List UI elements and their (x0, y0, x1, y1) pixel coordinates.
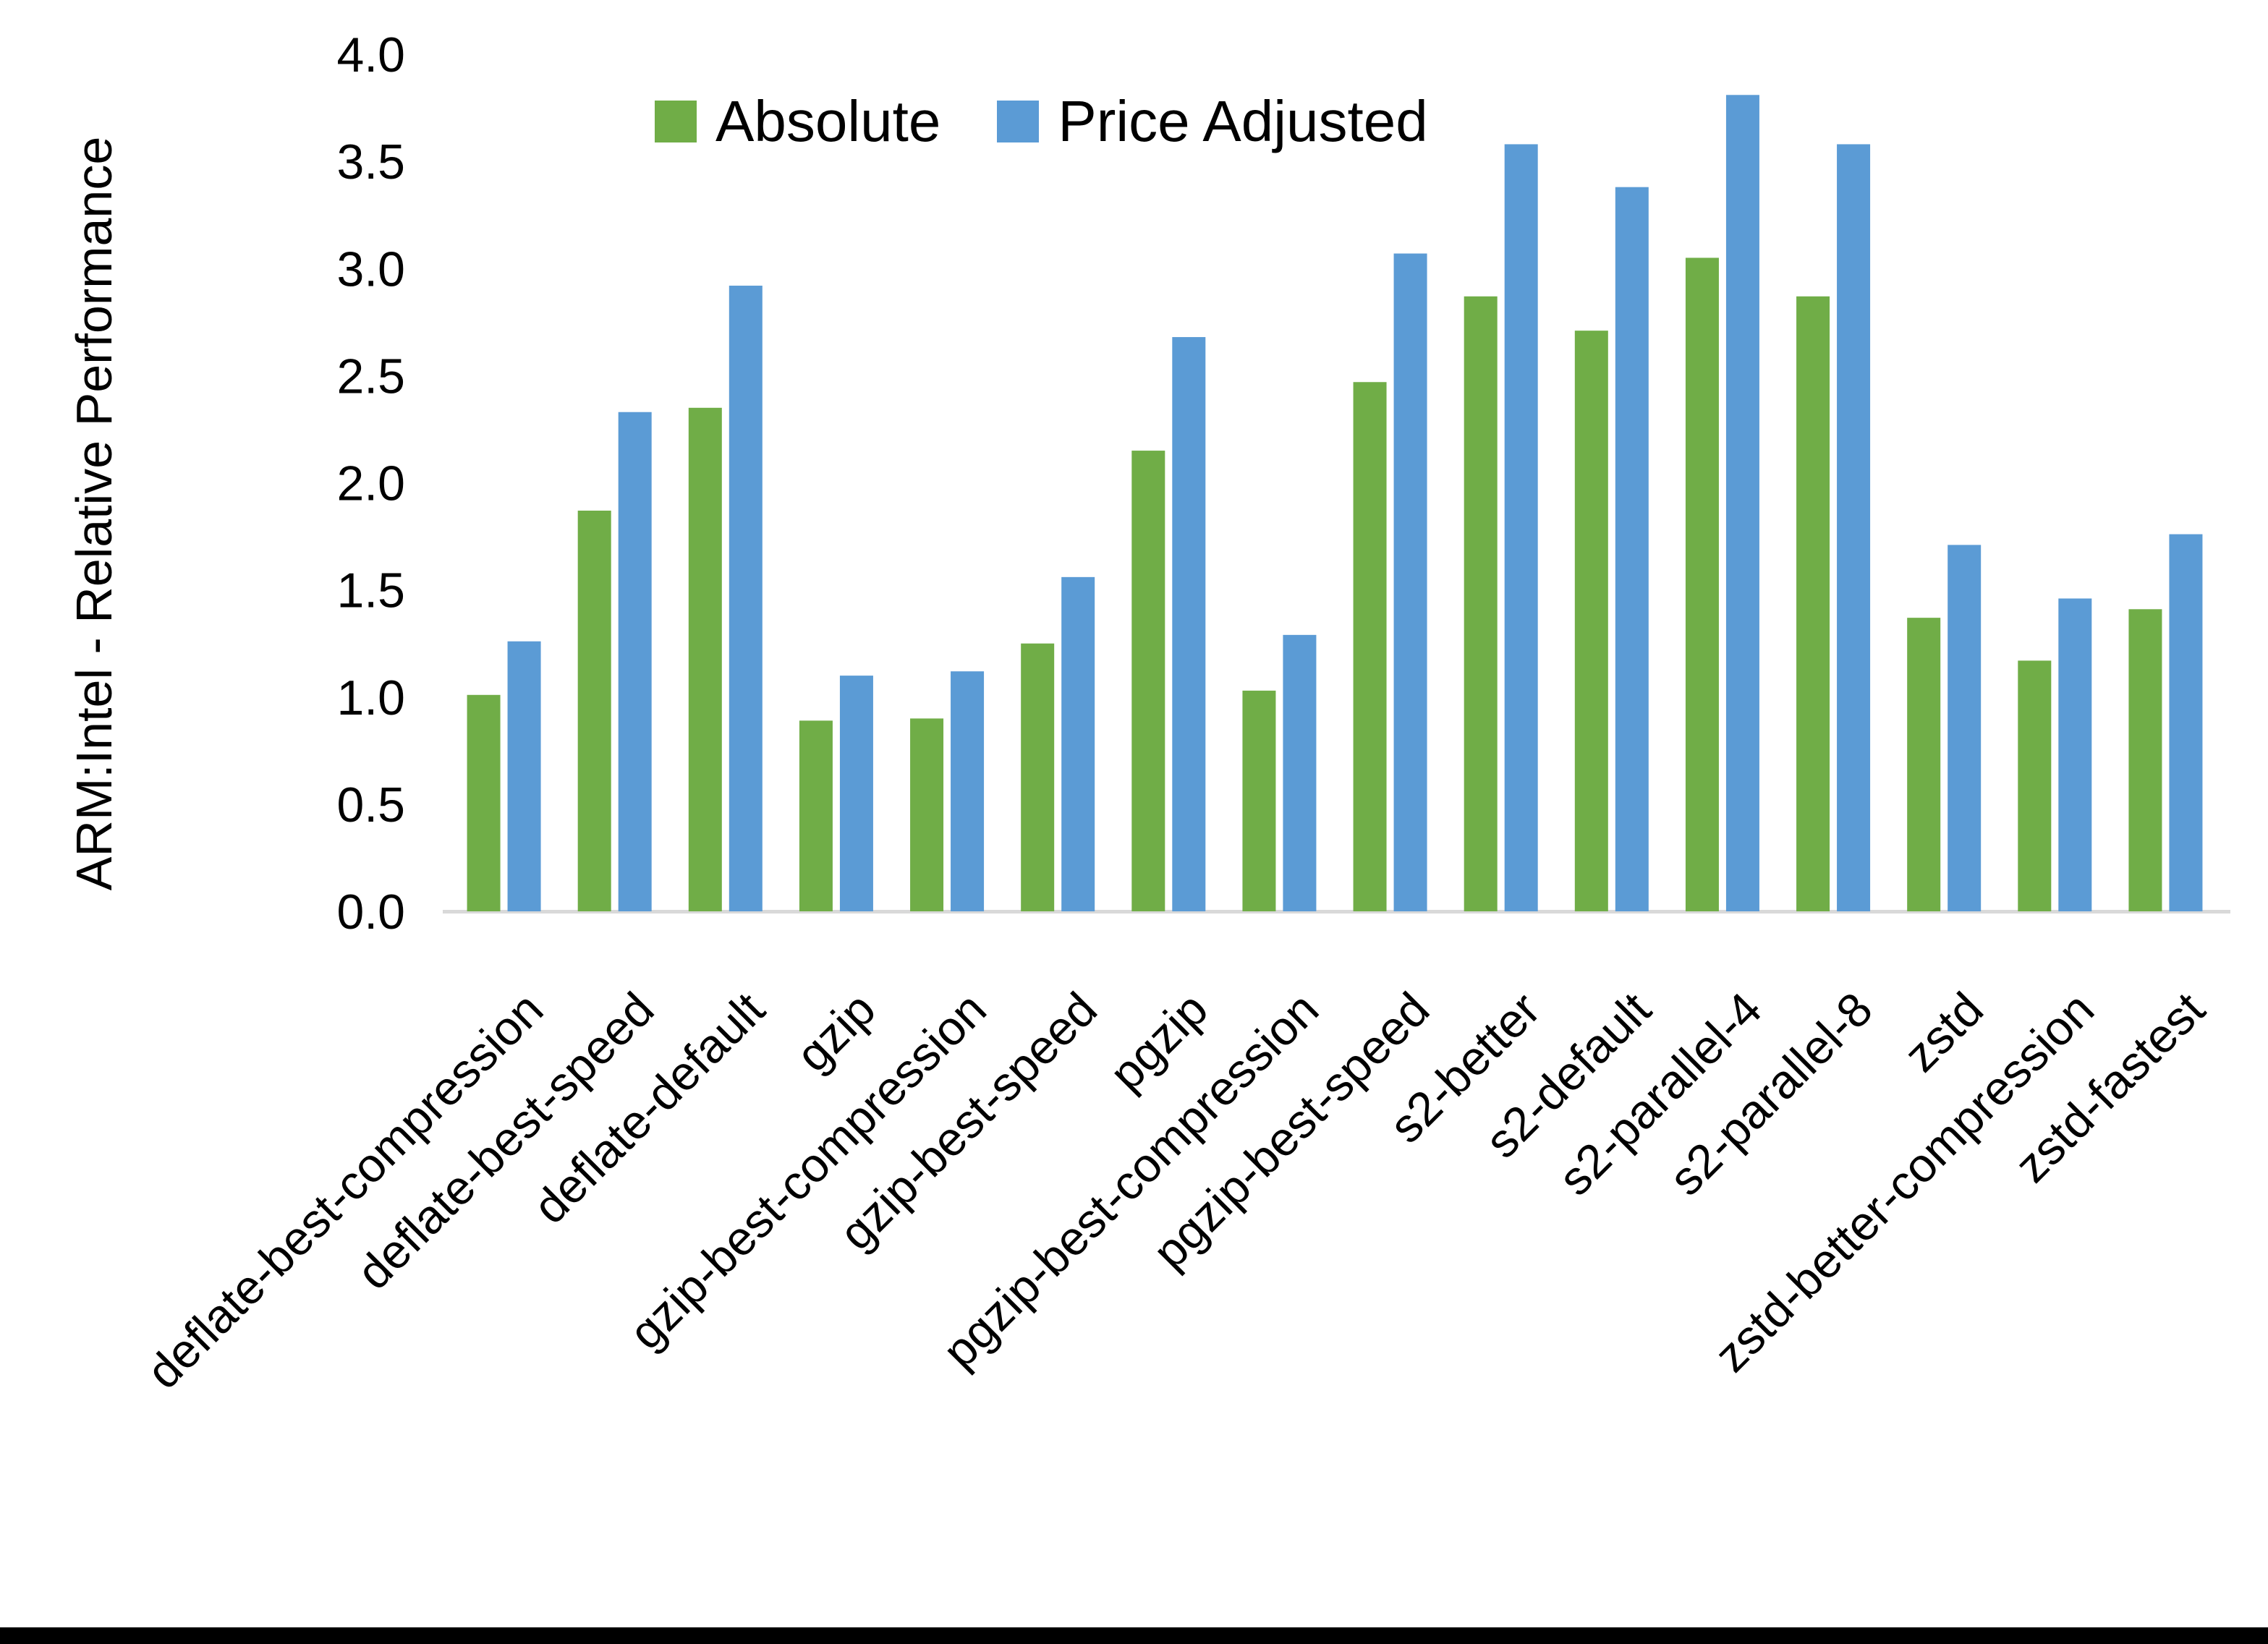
bar-price-adjusted-zstd-better-compression (2058, 598, 2092, 911)
bar-price-adjusted-pgzip-best-speed (1393, 253, 1427, 911)
bar-price-adjusted-gzip (839, 676, 873, 911)
bar-absolute-gzip-best-speed (1021, 643, 1055, 911)
bar-price-adjusted-zstd (1948, 545, 1982, 911)
bar-absolute-deflate-default (688, 407, 722, 911)
bar-absolute-deflate-best-compression (467, 694, 501, 911)
bar-absolute-pgzip-best-compression (1242, 690, 1276, 911)
bar-price-adjusted-pgzip-best-compression (1283, 634, 1317, 911)
x-axis-line (443, 910, 2230, 913)
bar-price-adjusted-s2-parallel-8 (1837, 144, 1871, 911)
legend-item-absolute: Absolute (655, 88, 940, 155)
y-tick-label: 1.0 (336, 670, 405, 725)
bar-price-adjusted-zstd-fastest (2169, 534, 2203, 911)
legend-swatch-price-adjusted-icon (997, 101, 1040, 142)
legend-swatch-absolute-icon (655, 101, 697, 142)
bar-price-adjusted-gzip-best-compression (951, 671, 985, 911)
y-tick-label: 4.0 (336, 27, 405, 82)
bar-price-adjusted-deflate-best-compression (507, 641, 541, 911)
bar-price-adjusted-gzip-best-speed (1061, 576, 1095, 911)
bar-absolute-pgzip-best-speed (1353, 382, 1387, 911)
bar-absolute-gzip (799, 720, 833, 911)
legend: Absolute Price Adjusted (655, 88, 1428, 155)
bar-price-adjusted-pgzip (1172, 337, 1206, 911)
y-tick-label: 1.5 (336, 563, 405, 618)
y-tick-label: 0.5 (336, 778, 405, 832)
bar-price-adjusted-deflate-best-speed (618, 412, 652, 911)
x-tick-label: gzip (786, 982, 885, 1082)
bar-price-adjusted-deflate-default (729, 285, 763, 911)
bar-absolute-zstd (1907, 618, 1941, 911)
bar-absolute-zstd-better-compression (2018, 660, 2052, 911)
bar-absolute-s2-default (1574, 331, 1608, 912)
bar-absolute-deflate-best-speed (577, 511, 611, 911)
y-tick-label: 3.0 (336, 242, 405, 297)
bar-absolute-gzip-best-compression (910, 718, 944, 911)
bar-absolute-s2-parallel-4 (1685, 257, 1719, 911)
legend-item-price-adjusted: Price Adjusted (997, 88, 1428, 155)
y-tick-label: 0.0 (336, 885, 405, 940)
y-tick-label: 2.0 (336, 456, 405, 511)
bar-absolute-pgzip (1131, 451, 1165, 911)
x-tick-label: zstd (1893, 982, 1993, 1082)
y-tick-label: 2.5 (336, 349, 405, 404)
bar-price-adjusted-s2-default (1615, 187, 1649, 911)
bar-absolute-zstd-fastest (2128, 609, 2162, 911)
y-tick-label: 3.5 (336, 135, 405, 189)
bottom-border-bar (0, 1627, 2268, 1644)
legend-label-absolute: Absolute (715, 89, 941, 153)
bar-absolute-s2-parallel-8 (1796, 296, 1830, 911)
bar-price-adjusted-s2-better (1504, 144, 1538, 911)
bar-price-adjusted-s2-parallel-4 (1725, 95, 1759, 912)
bar-absolute-s2-better (1464, 296, 1498, 911)
legend-label-price-adjusted: Price Adjusted (1058, 89, 1428, 153)
